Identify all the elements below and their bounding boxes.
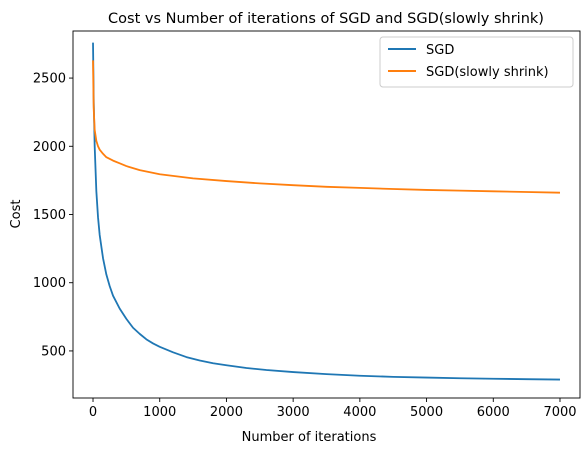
x-tick-label: 2000 xyxy=(210,405,243,420)
series-line-sgd-slowly-shrink xyxy=(92,60,561,194)
legend-label-sgd: SGD xyxy=(426,43,454,58)
y-tick-label: 2000 xyxy=(33,140,66,155)
x-tick-label: 4000 xyxy=(343,405,376,420)
x-tick-label: 1000 xyxy=(143,405,176,420)
y-tick-label: 500 xyxy=(41,344,66,359)
y-tick-label: 2500 xyxy=(33,72,66,87)
legend-label-sgd-slowly-shrink: SGD(slowly shrink) xyxy=(426,65,549,80)
x-tick-label: 0 xyxy=(89,405,97,420)
y-axis-label: Cost xyxy=(9,200,24,229)
y-axis: 500 1000 1500 2000 2500 xyxy=(33,72,73,359)
x-axis-label: Number of iterations xyxy=(242,430,377,445)
series-layer xyxy=(92,42,561,381)
y-tick-label: 1500 xyxy=(33,208,66,223)
chart-title: Cost vs Number of iterations of SGD and … xyxy=(108,11,544,27)
series-line-sgd xyxy=(92,42,561,381)
x-tick-label: 7000 xyxy=(543,405,576,420)
x-axis: 0 1000 2000 3000 4000 5000 6000 7000 xyxy=(89,398,577,420)
x-tick-label: 3000 xyxy=(277,405,310,420)
x-tick-label: 6000 xyxy=(477,405,510,420)
y-tick-label: 1000 xyxy=(33,276,66,291)
legend-box xyxy=(379,36,574,88)
x-tick-label: 5000 xyxy=(410,405,443,420)
legend: SGD SGD(slowly shrink) xyxy=(379,36,574,88)
